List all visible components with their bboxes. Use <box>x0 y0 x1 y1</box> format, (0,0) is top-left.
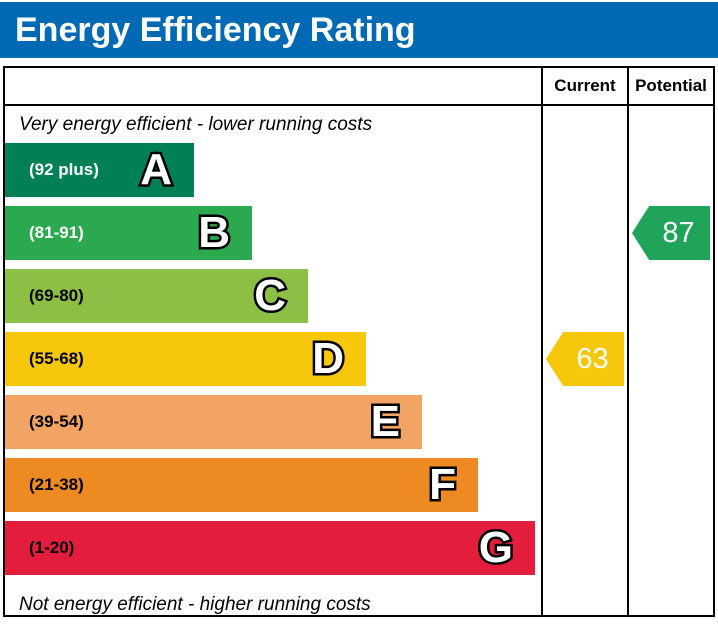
table-body: Very energy efficient - lower running co… <box>5 106 713 617</box>
band-list: (92 plus) A (81-91) B (69-80) C (55-68) D (39-54… <box>5 143 541 575</box>
band-range-label: (1-20) <box>29 538 75 557</box>
band-letter: B <box>196 208 233 257</box>
current-marker-arrow: 63 <box>546 332 624 386</box>
epc-band-f: (21-38) F <box>5 458 478 512</box>
potential-column: 87 <box>627 106 713 617</box>
band-letter: F <box>427 460 459 509</box>
band-letter: G <box>476 523 515 572</box>
epc-band-a: (92 plus) A <box>5 143 194 197</box>
epc-band-d: (55-68) D <box>5 332 366 386</box>
epc-band-g: (1-20) G <box>5 521 535 575</box>
header-cell-current: Current <box>541 68 627 104</box>
epc-band-b: (81-91) B <box>5 206 252 260</box>
header-cell-potential: Potential <box>627 68 713 104</box>
epc-band-e: (39-54) E <box>5 395 422 449</box>
table-header-row: Current Potential <box>5 68 713 106</box>
band-range-label: (55-68) <box>29 349 84 368</box>
header-cell-empty <box>5 68 541 104</box>
current-column: 63 <box>541 106 627 617</box>
page-title: Energy Efficiency Rating <box>15 10 416 49</box>
bands-area: Very energy efficient - lower running co… <box>5 106 541 617</box>
band-letter: E <box>368 397 402 446</box>
epc-band-c: (69-80) C <box>5 269 308 323</box>
potential-marker-value: 87 <box>662 216 695 249</box>
band-range-label: (21-38) <box>29 475 84 494</box>
band-range-label: (92 plus) <box>29 160 99 179</box>
current-marker-value: 63 <box>576 342 609 375</box>
band-range-label: (39-54) <box>29 412 84 431</box>
bottom-note: Not energy efficient - higher running co… <box>19 594 371 615</box>
band-range-label: (69-80) <box>29 286 84 305</box>
potential-marker-arrow: 87 <box>632 206 710 260</box>
band-range-label: (81-91) <box>29 223 84 242</box>
band-letter: D <box>310 334 347 383</box>
band-letter: C <box>252 271 289 320</box>
epc-rating-table: Current Potential Very energy efficient … <box>3 66 715 617</box>
chart-title-bar: Energy Efficiency Rating <box>0 2 718 58</box>
top-note: Very energy efficient - lower running co… <box>19 113 373 135</box>
band-letter: A <box>138 145 175 194</box>
